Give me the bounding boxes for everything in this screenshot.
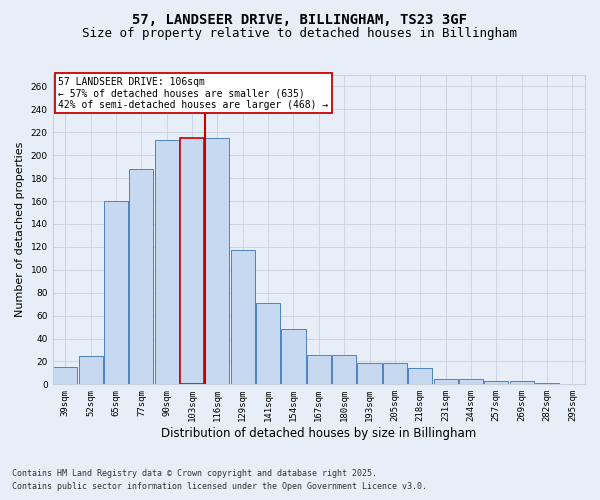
Bar [53,367,77,384]
Bar [256,303,280,384]
Bar [332,354,356,384]
Text: 57, LANDSEER DRIVE, BILLINGHAM, TS23 3GF: 57, LANDSEER DRIVE, BILLINGHAM, TS23 3GF [133,12,467,26]
Bar [130,169,154,384]
Text: Contains HM Land Registry data © Crown copyright and database right 2025.: Contains HM Land Registry data © Crown c… [12,468,377,477]
Bar [434,378,458,384]
Bar [205,138,229,384]
Text: Size of property relative to detached houses in Billingham: Size of property relative to detached ho… [83,28,517,40]
Bar [509,381,533,384]
Text: 57 LANDSEER DRIVE: 106sqm
← 57% of detached houses are smaller (635)
42% of semi: 57 LANDSEER DRIVE: 106sqm ← 57% of detac… [58,76,328,110]
Y-axis label: Number of detached properties: Number of detached properties [15,142,25,318]
Bar [408,368,432,384]
Bar [459,378,483,384]
Bar [535,383,559,384]
Bar [231,250,255,384]
Bar [79,356,103,384]
Bar [281,330,305,384]
Bar [155,140,179,384]
Text: Contains public sector information licensed under the Open Government Licence v3: Contains public sector information licen… [12,482,427,491]
Bar [307,354,331,384]
Bar [104,201,128,384]
Bar [383,362,407,384]
Bar [484,381,508,384]
X-axis label: Distribution of detached houses by size in Billingham: Distribution of detached houses by size … [161,427,476,440]
Bar [180,138,204,384]
Bar [358,362,382,384]
